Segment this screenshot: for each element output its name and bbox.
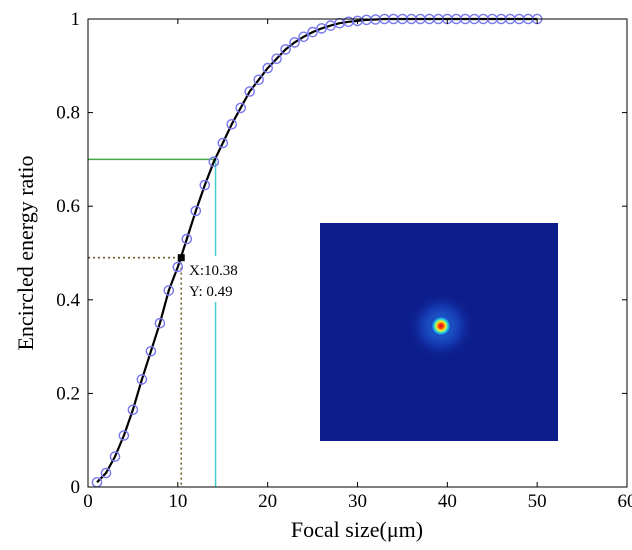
x-tick-label: 0 [83, 491, 93, 512]
data-point [208, 156, 220, 167]
data-point [262, 62, 274, 74]
x-axis-label: Focal size(μm) [291, 517, 423, 542]
y-axis-label: Encircled energy ratio [13, 155, 38, 350]
x-tick-label: 60 [618, 491, 632, 512]
data-point [190, 205, 202, 217]
x-axis-ticks: 0 10 20 30 40 50 60 [83, 19, 632, 512]
data-point [145, 345, 157, 357]
x-tick-label: 30 [348, 491, 367, 512]
inset-spot-core [430, 315, 452, 337]
data-point [307, 26, 318, 38]
y-tick-label: 0.2 [56, 383, 80, 404]
y-axis-ticks: 0 0.2 0.4 0.6 0.8 1 [56, 9, 627, 498]
data-point [217, 137, 229, 149]
reference-lines [88, 158, 217, 487]
data-point [298, 31, 309, 43]
data-point [154, 317, 166, 329]
data-point [271, 53, 282, 65]
data-point [199, 179, 211, 191]
y-tick-label: 0.6 [56, 196, 80, 217]
data-point [109, 451, 121, 462]
data-point [253, 74, 265, 86]
datatip-y-text: Y: 0.49 [189, 284, 233, 300]
y-tick-label: 0.4 [56, 290, 80, 311]
x-tick-label: 50 [528, 491, 547, 512]
x-tick-label: 10 [168, 491, 187, 512]
data-point [280, 44, 291, 55]
data-point [127, 404, 139, 416]
data-point [136, 374, 148, 385]
data-point [181, 233, 193, 245]
x-tick-label: 20 [258, 491, 277, 512]
data-point [172, 261, 184, 273]
data-point [235, 102, 246, 114]
y-tick-label: 0.8 [56, 103, 80, 124]
data-point [163, 285, 175, 296]
data-point [118, 430, 130, 441]
data-point [289, 37, 300, 48]
datatip-box [183, 256, 261, 302]
data-point [100, 467, 112, 479]
datatip-marker [177, 254, 185, 262]
data-point [226, 119, 237, 130]
focal-spot-inset [320, 223, 558, 441]
datatip: X:10.38 Y: 0.49 [177, 254, 261, 302]
y-tick-label: 1 [71, 9, 81, 30]
y-tick-label: 0 [71, 477, 81, 498]
data-point [244, 86, 255, 97]
x-tick-label: 40 [438, 491, 457, 512]
datatip-x-text: X:10.38 [189, 263, 238, 279]
